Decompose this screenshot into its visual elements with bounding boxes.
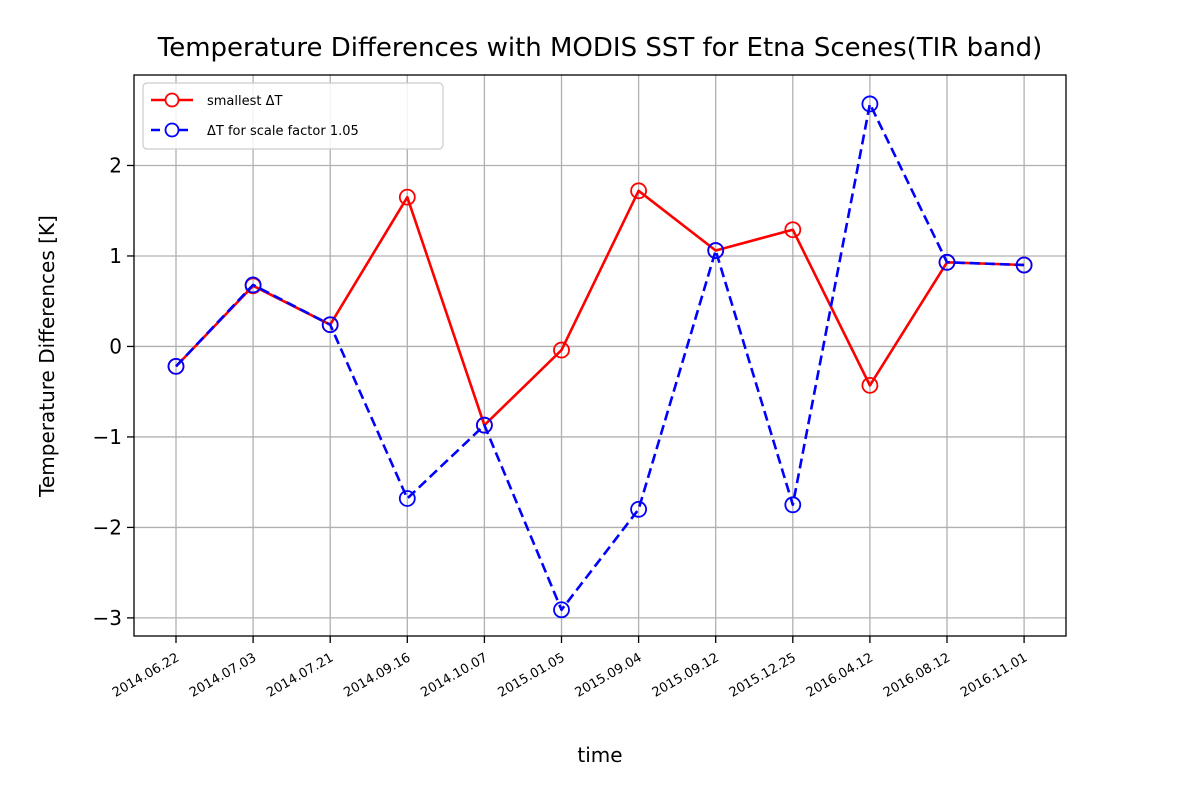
- data-point: [630, 500, 647, 518]
- x-tick-label: 2014.09.16: [341, 650, 413, 700]
- data-point: [630, 182, 647, 200]
- series-1: [167, 182, 1033, 434]
- data-point: [167, 357, 185, 375]
- x-tick-label: 2015.12.25: [727, 650, 799, 700]
- legend-marker-2: [164, 122, 180, 138]
- x-tick-label: 2015.09.04: [573, 650, 645, 700]
- data-series: [167, 95, 1033, 619]
- y-tick-label: −2: [93, 515, 122, 539]
- x-tick-label: 2016.04.12: [804, 650, 876, 700]
- data-point: [938, 253, 956, 271]
- data-point: [398, 188, 416, 206]
- y-axis-label: Temperature Differences [K]: [35, 215, 59, 498]
- y-tick-label: 2: [109, 153, 122, 177]
- data-point: [784, 221, 802, 239]
- y-tick-label: −3: [93, 606, 122, 630]
- x-tick-label: 2016.11.01: [958, 650, 1030, 700]
- x-tick-label: 2016.08.12: [881, 650, 953, 700]
- x-axis-label: time: [577, 743, 622, 767]
- plot-area-frame: [133, 74, 1067, 637]
- legend-box: [142, 82, 444, 150]
- data-point: [321, 316, 339, 334]
- data-point: [398, 490, 416, 507]
- data-point: [784, 496, 802, 514]
- data-point: [553, 341, 570, 359]
- y-tick-label: 1: [109, 244, 122, 268]
- data-point: [475, 416, 493, 434]
- data-point: [861, 376, 879, 394]
- x-tick-label: 2015.01.05: [496, 650, 568, 700]
- y-tick-label: −1: [93, 425, 122, 449]
- x-tick-label: 2014.06.22: [110, 650, 182, 700]
- legend-marker-1: [164, 92, 180, 108]
- legend-label-2: ΔT for scale factor 1.05: [207, 124, 359, 139]
- data-point: [707, 242, 725, 259]
- legend: smallest ΔT ΔT for scale factor 1.05: [142, 82, 444, 150]
- x-tick-label: 2014.07.03: [187, 650, 259, 700]
- series-2: [167, 95, 1033, 619]
- grid-lines: [134, 75, 1066, 636]
- legend-label-1: smallest ΔT: [207, 94, 283, 109]
- x-tick-label: 2014.10.07: [418, 650, 490, 700]
- x-tick-label: 2014.07.21: [264, 650, 336, 700]
- series-line: [175, 189, 1025, 427]
- y-tick-label: 0: [109, 334, 122, 358]
- series-line: [175, 102, 1025, 612]
- data-point: [553, 601, 570, 619]
- data-point: [861, 95, 879, 113]
- x-tick-label: 2015.09.12: [650, 650, 722, 700]
- data-point: [244, 276, 262, 294]
- data-point: [1015, 256, 1033, 274]
- chart-title: Temperature Differences with MODIS SST f…: [157, 33, 1042, 63]
